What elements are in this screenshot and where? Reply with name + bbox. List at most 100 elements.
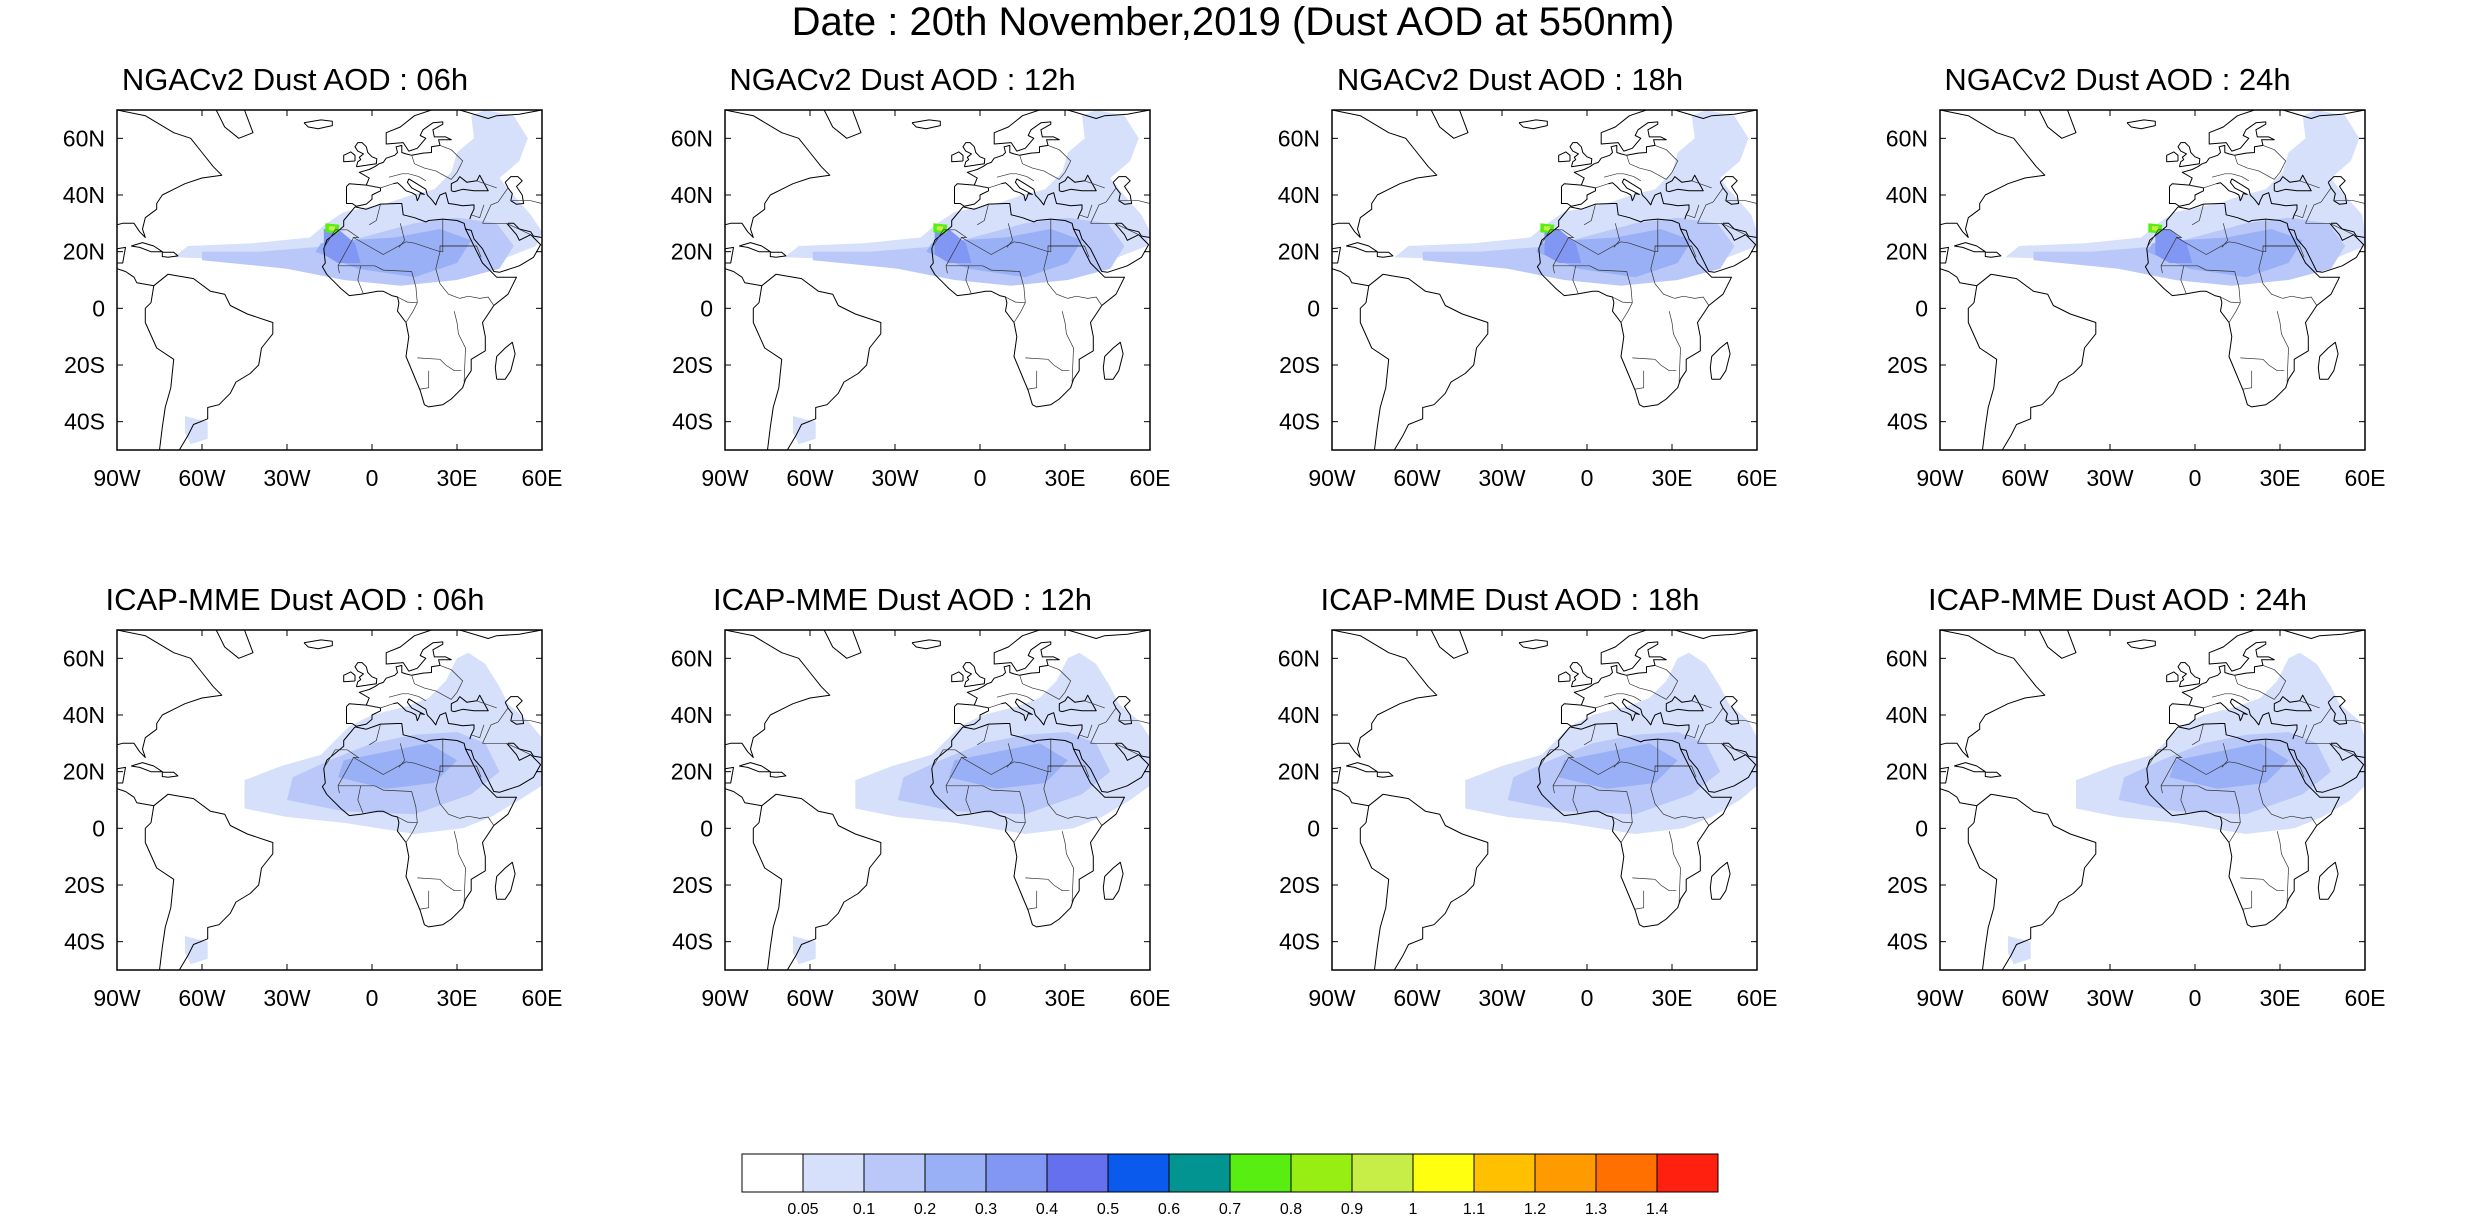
colorbar-label: 0.4 (1036, 1201, 1058, 1218)
lat-tick-label: 60N (1885, 125, 1927, 151)
country-border (1047, 765, 1089, 778)
country-border (1632, 877, 1677, 892)
lon-tick-label: 30E (437, 985, 478, 1011)
coastline-greenland (2037, 110, 2076, 139)
country-border (2211, 173, 2249, 182)
country-border (2262, 665, 2286, 700)
lon-tick-label: 90W (701, 985, 749, 1011)
lat-tick-label: 20S (672, 872, 713, 898)
country-border (1635, 890, 1645, 910)
country-border (2169, 229, 2229, 255)
coastline-uk (2177, 142, 2200, 168)
lat-tick-label: 20N (1885, 239, 1927, 265)
coastline-yucatan (1332, 246, 1341, 264)
country-border (1584, 204, 1596, 226)
country-border (2333, 200, 2365, 204)
coastline-africa (929, 723, 1125, 928)
lon-tick-label: 30E (1044, 465, 1085, 491)
lon-tick-label: 0 (973, 985, 986, 1011)
dust-aod-shading (315, 229, 472, 278)
country-border (1105, 187, 1116, 203)
country-border (1697, 222, 1746, 236)
panel-title: NGACv2 Dust AOD : 12h (729, 62, 1076, 97)
lat-tick-label: 20S (672, 352, 713, 378)
lat-tick-label: 20N (63, 239, 105, 265)
country-border (2262, 245, 2304, 258)
country-border (2304, 721, 2321, 744)
coastline-south-america (1359, 793, 1489, 970)
country-border (435, 771, 460, 819)
colorbar-label: 1.2 (1524, 1201, 1546, 1218)
lat-tick-label: 40S (1887, 929, 1928, 955)
country-border (1654, 145, 1679, 180)
country-border (2160, 265, 2235, 272)
coastline-greenland (1430, 630, 1469, 659)
coastline-madagascar (1709, 861, 1731, 900)
coastline-yucatan (117, 766, 126, 784)
lon-tick-label: 60E (1129, 985, 1170, 1011)
coastline-south-america (144, 273, 274, 450)
coastline-south-america (1967, 273, 2096, 450)
panel-title: ICAP-MME Dust AOD : 12h (713, 582, 1092, 617)
colorbar-label: 0.2 (914, 1201, 936, 1218)
country-border (2221, 223, 2228, 248)
country-border (1024, 877, 1069, 892)
country-border (1118, 720, 1150, 724)
lat-tick-label: 40N (1278, 182, 1320, 208)
country-border (1047, 665, 1071, 700)
country-border (1697, 721, 1714, 744)
lat-tick-label: 40S (672, 929, 713, 955)
lon-tick-label: 60W (2001, 985, 2049, 1011)
country-border (2320, 187, 2331, 203)
country-border (1691, 180, 1712, 189)
coastline-ireland (343, 671, 356, 683)
lat-tick-label: 60N (1278, 125, 1320, 151)
panel-title: ICAP-MME Dust AOD : 06h (105, 582, 485, 617)
country-border (1655, 245, 1697, 258)
coastline-france-lowlands (966, 110, 1068, 186)
country-border (476, 700, 497, 709)
coastline-central-america (1332, 788, 1369, 807)
coastline-hispaniola (161, 251, 179, 258)
lat-tick-label: 20N (1278, 759, 1320, 785)
map-panel: ICAP-MME Dust AOD : 12h 90W 60W 30W 0 30E 60E 6… (653, 580, 1170, 1040)
coastline-balkans-turkey (1623, 698, 1690, 740)
lon-tick-label: 90W (1916, 465, 1964, 491)
coastline-cuba (738, 242, 771, 253)
country-border (1613, 223, 1620, 248)
lon-tick-label: 60E (522, 985, 563, 1011)
coastline-balkans-turkey (408, 178, 475, 220)
lat-tick-label: 40N (670, 182, 712, 208)
coastline-uk (962, 142, 985, 168)
coastline-france-lowlands (966, 630, 1068, 706)
coastline-uk (1569, 662, 1593, 688)
map-frame (116, 629, 543, 971)
coastline-iceland (2126, 639, 2156, 650)
country-border (357, 265, 364, 295)
colorbar-label: 0.05 (787, 1201, 818, 1218)
coastline-ireland (950, 671, 963, 683)
coastline-yucatan (1939, 246, 1949, 264)
map-panel: NGACv2 Dust AOD : 18h 90W 60W 30W 0 30E 60E 60N… (1260, 60, 1778, 520)
country-border (2179, 265, 2187, 295)
coastline-uk (354, 662, 378, 688)
lon-tick-label: 30E (1044, 985, 1085, 1011)
country-border (1668, 311, 1681, 383)
country-border (976, 204, 989, 226)
lon-tick-label: 60E (1737, 985, 1778, 1011)
country-border (973, 703, 1001, 709)
country-border (2305, 222, 2354, 236)
lat-tick-label: 40N (1885, 702, 1927, 728)
coastline-france-lowlands (1573, 630, 1675, 706)
country-border (1067, 815, 1102, 826)
coastline-hispaniola (769, 251, 786, 258)
coastline-hispaniola (1984, 771, 2001, 778)
coastline-italy (2215, 698, 2248, 722)
coastline-central-america (1939, 788, 1977, 807)
colorbar-label: 1.3 (1585, 1201, 1607, 1218)
country-border (338, 785, 412, 792)
coastline-central-america (724, 268, 762, 287)
lat-tick-label: 0 (1915, 295, 1928, 321)
map-plot: 90W 60W 30W 0 30E 60E 60N 40N 20N 0 20S 40S (1885, 109, 2385, 491)
country-border (1061, 311, 1074, 383)
